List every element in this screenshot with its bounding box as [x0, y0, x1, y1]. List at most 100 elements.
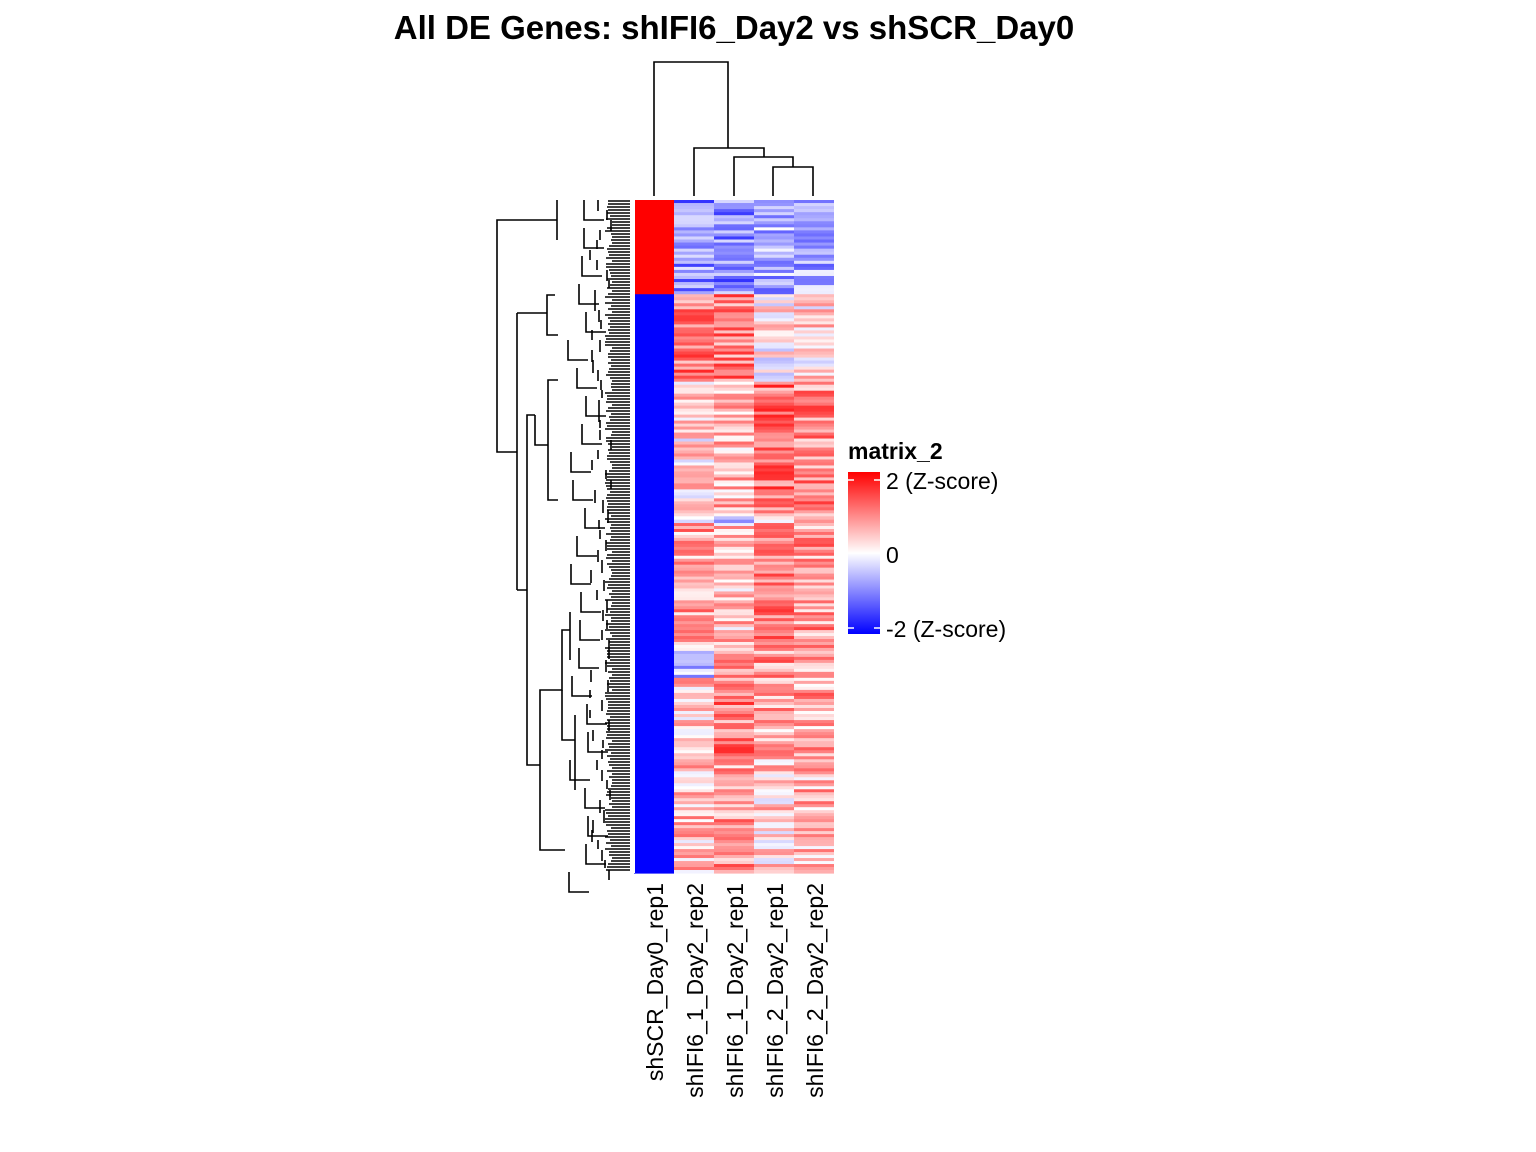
- heatmap-cell: [634, 269, 674, 274]
- heatmap-cell: [634, 852, 674, 856]
- heatmap-cell: [674, 786, 714, 790]
- column-label-4: shIFI6_2_Day2_rep1: [762, 883, 788, 1098]
- heatmap-cell: [674, 639, 714, 643]
- heatmap-cell: [674, 483, 714, 487]
- heatmap-cell: [674, 471, 714, 476]
- heatmap-cell: [754, 408, 794, 413]
- heatmap-cell: [754, 656, 794, 661]
- heatmap-cell: [794, 477, 834, 482]
- heatmap-cell: [674, 254, 714, 259]
- heatmap-cell: [714, 519, 754, 524]
- heatmap-cell: [634, 465, 674, 470]
- heatmap-cell: [714, 453, 754, 458]
- heatmap-cell: [674, 680, 714, 685]
- heatmap-cell: [714, 804, 754, 808]
- heatmap-cell: [794, 513, 834, 517]
- heatmap-cell: [674, 768, 714, 772]
- heatmap-cell: [634, 674, 674, 679]
- heatmap-cell: [794, 526, 834, 530]
- heatmap-cell: [714, 248, 754, 253]
- heatmap-cell: [714, 798, 754, 802]
- heatmap-cell: [714, 546, 754, 551]
- heatmap-cell: [674, 813, 714, 817]
- heatmap-cell: [754, 579, 794, 584]
- heatmap-cell: [674, 396, 714, 401]
- heatmap-cell: [754, 674, 794, 679]
- heatmap-cell: [674, 324, 714, 329]
- heatmap-cell: [794, 263, 834, 268]
- heatmap-cell: [754, 714, 794, 718]
- heatmap-cell: [634, 849, 674, 853]
- heatmap-cell: [714, 387, 754, 392]
- heatmap-cell: [754, 861, 794, 865]
- heatmap-cell: [674, 366, 714, 371]
- heatmap-cell: [634, 435, 674, 440]
- heatmap-cell: [754, 777, 794, 781]
- heatmap-cell: [674, 501, 714, 505]
- heatmap-cell: [714, 294, 754, 298]
- heatmap-cell: [754, 441, 794, 446]
- heatmap-cell: [674, 236, 714, 241]
- heatmap-cell: [674, 855, 714, 859]
- heatmap-cell: [754, 468, 794, 473]
- heatmap-cell: [674, 674, 714, 679]
- heatmap-cell: [754, 630, 794, 634]
- heatmap-cell: [754, 291, 794, 295]
- heatmap-cell: [754, 218, 794, 222]
- heatmap-cell: [794, 600, 834, 604]
- heatmap-cell: [794, 492, 834, 496]
- heatmap-cell: [634, 378, 674, 383]
- heatmap-cell: [754, 369, 794, 374]
- heatmap-cell: [674, 606, 714, 610]
- heatmap-cell: [674, 644, 714, 649]
- heatmap-cell: [714, 653, 754, 658]
- heatmap-cell: [794, 254, 834, 259]
- heatmap-cell: [674, 203, 714, 207]
- heatmap-cell: [674, 275, 714, 280]
- heatmap-cell: [674, 647, 714, 652]
- heatmap-cell: [634, 633, 674, 637]
- heatmap-cell: [714, 378, 754, 383]
- heatmap-cell: [674, 345, 714, 350]
- heatmap-cell: [714, 441, 754, 446]
- heatmap-cell: [714, 647, 754, 652]
- heatmap-cell: [634, 864, 674, 868]
- heatmap-cell: [794, 360, 834, 365]
- heatmap-cell: [794, 236, 834, 241]
- heatmap-cell: [634, 363, 674, 368]
- heatmap-cell: [634, 233, 674, 238]
- heatmap-cell: [634, 324, 674, 329]
- heatmap-cell: [794, 795, 834, 799]
- heatmap-cell: [714, 330, 754, 335]
- heatmap-cell: [674, 411, 714, 416]
- heatmap-cell: [794, 366, 834, 371]
- heatmap-cell: [794, 759, 834, 763]
- heatmap-cell: [754, 345, 794, 350]
- heatmap-cell: [714, 720, 754, 724]
- heatmap-cell: [714, 327, 754, 332]
- heatmap-cell: [634, 792, 674, 796]
- heatmap-cell: [794, 285, 834, 289]
- heatmap-cell: [754, 810, 794, 814]
- heatmap-cell: [634, 288, 674, 292]
- heatmap-cell: [634, 759, 674, 763]
- heatmap-cell: [794, 363, 834, 368]
- heatmap-cell: [714, 726, 754, 730]
- heatmap-cell: [674, 212, 714, 216]
- heatmap-cell: [674, 474, 714, 479]
- heatmap-cell: [754, 558, 794, 563]
- heatmap-cell: [714, 324, 754, 329]
- heatmap-cell: [794, 291, 834, 295]
- heatmap-cell: [794, 543, 834, 548]
- heatmap-cell: [634, 315, 674, 319]
- heatmap-cell: [794, 819, 834, 823]
- heatmap-cell: [794, 627, 834, 631]
- heatmap-cell: [794, 453, 834, 458]
- heatmap-cell: [754, 399, 794, 404]
- heatmap-cell: [634, 200, 674, 204]
- heatmap-cell: [634, 708, 674, 712]
- heatmap-cell: [754, 489, 794, 493]
- heatmap-cell: [794, 801, 834, 805]
- heatmap-cell: [634, 429, 674, 434]
- heatmap-cell: [794, 399, 834, 404]
